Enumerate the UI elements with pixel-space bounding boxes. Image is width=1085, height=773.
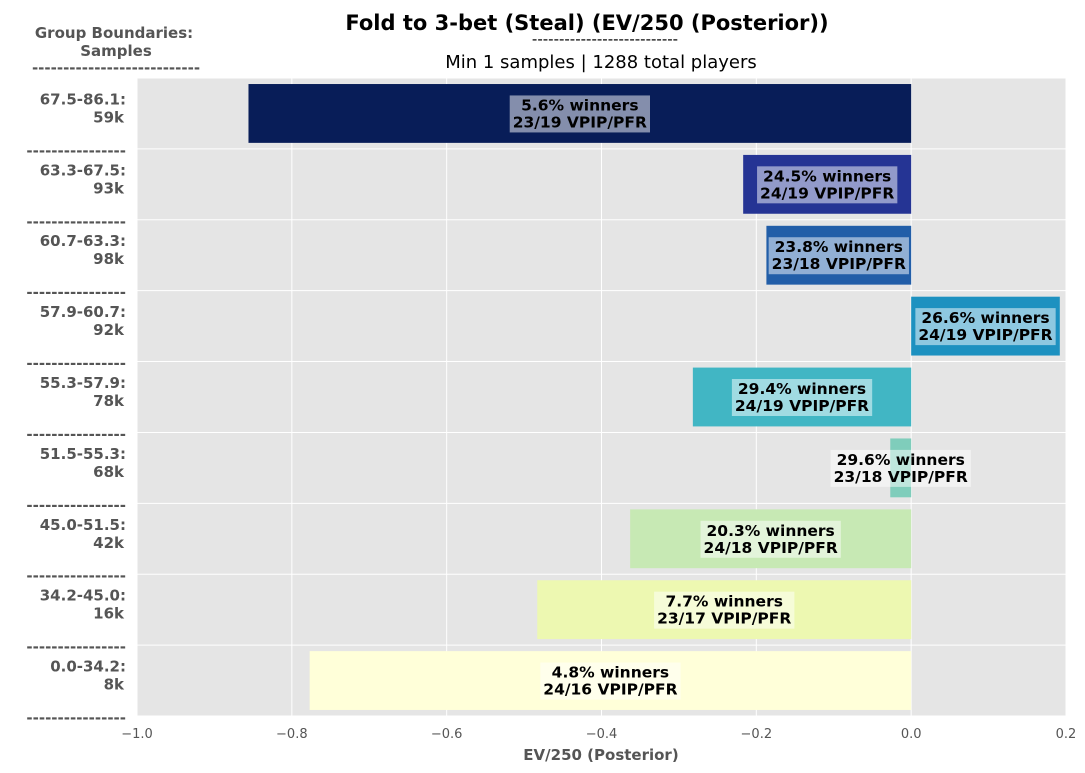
bar-label-winners: 29.6% winners [837,451,965,469]
bar-label-box [915,308,1056,346]
y-label-group: 51.5-55.3: [40,445,126,463]
y-label-samples: 93k [93,179,125,197]
group-header-line2: Samples [80,42,152,60]
y-label-separator: ---------------- [26,496,126,514]
bar-label-vpip: 24/16 VPIP/PFR [543,681,677,699]
bar-label-box [700,520,841,558]
y-label-group: 45.0-51.5: [40,516,126,534]
bar-label-box [509,95,650,133]
y-label-group: 67.5-86.1: [40,90,126,108]
y-label-samples: 16k [93,605,125,623]
y-label-samples: 78k [93,392,125,410]
y-label-separator: ---------------- [26,142,126,160]
bar-label-box [757,166,898,204]
bar-label-vpip: 23/18 VPIP/PFR [834,468,968,486]
y-label-group: 34.2-45.0: [40,587,126,605]
y-label-separator: ---------------- [26,425,126,443]
x-tick-label: −0.6 [431,727,463,742]
x-axis-label: EV/250 (Posterior) [523,746,678,764]
bar-label-box [654,591,795,629]
bar-label-vpip: 24/19 VPIP/PFR [735,397,869,415]
x-tick-label: −0.4 [586,727,618,742]
bar-label-vpip: 23/17 VPIP/PFR [657,610,791,628]
title-rule: --------------------------- [532,30,678,48]
y-label-samples: 8k [104,676,125,694]
x-axis-ticks: −1.0 −0.8 −0.6 −0.4 −0.2 0.0 0.2 [121,727,1076,742]
bar-label-winners: 20.3% winners [707,522,835,540]
x-tick-label: −0.8 [276,727,308,742]
y-label-samples: 68k [93,463,125,481]
group-header-line1: Group Boundaries: [35,24,193,42]
y-label-group: 63.3-67.5: [40,161,126,179]
chart-title: Fold to 3-bet (Steal) (EV/250 (Posterior… [345,11,828,35]
y-label-group: 0.0-34.2: [50,658,126,676]
y-label-group: 57.9-60.7: [40,303,126,321]
bar-label-vpip: 23/19 VPIP/PFR [513,113,647,131]
bar-label-box [830,449,971,487]
y-label-separator: ---------------- [26,709,126,727]
bar-label-winners: 23.8% winners [775,238,903,256]
bar-label-winners: 26.6% winners [921,309,1049,327]
bar-label-winners: 7.7% winners [665,593,782,611]
bar-label-winners: 5.6% winners [521,96,638,114]
x-tick-label: −1.0 [121,727,153,742]
y-label-samples: 59k [93,108,125,126]
bar-label-winners: 4.8% winners [552,664,669,682]
y-label-samples: 92k [93,321,125,339]
chart-subtitle: Min 1 samples | 1288 total players [445,52,757,73]
bar-label-winners: 24.5% winners [763,167,891,185]
y-axis-labels: 67.5-86.1:59k----------------63.3-67.5:9… [26,90,126,727]
bar-label-box [768,237,909,275]
y-label-samples: 42k [93,534,125,552]
group-header-rule: --------------------------- [32,59,200,77]
x-tick-label: 0.2 [1056,727,1077,742]
y-label-group: 60.7-63.3: [40,232,126,250]
y-label-separator: ---------------- [26,284,126,302]
x-tick-label: −0.2 [741,727,773,742]
bar-label-winners: 29.4% winners [738,380,866,398]
x-tick-label: 0.0 [901,727,922,742]
y-label-group: 55.3-57.9: [40,374,126,392]
y-label-samples: 98k [93,250,125,268]
bar-label-vpip: 24/19 VPIP/PFR [918,326,1052,344]
y-label-separator: ---------------- [26,213,126,231]
bar-label-vpip: 24/18 VPIP/PFR [704,539,838,557]
bar-label-vpip: 24/19 VPIP/PFR [760,184,894,202]
bar-label-box [731,379,873,416]
y-label-separator: ---------------- [26,355,126,373]
y-label-separator: ---------------- [26,638,126,656]
y-label-separator: ---------------- [26,567,126,585]
bar-label-box [540,662,681,700]
bar-label-vpip: 23/18 VPIP/PFR [772,255,906,273]
